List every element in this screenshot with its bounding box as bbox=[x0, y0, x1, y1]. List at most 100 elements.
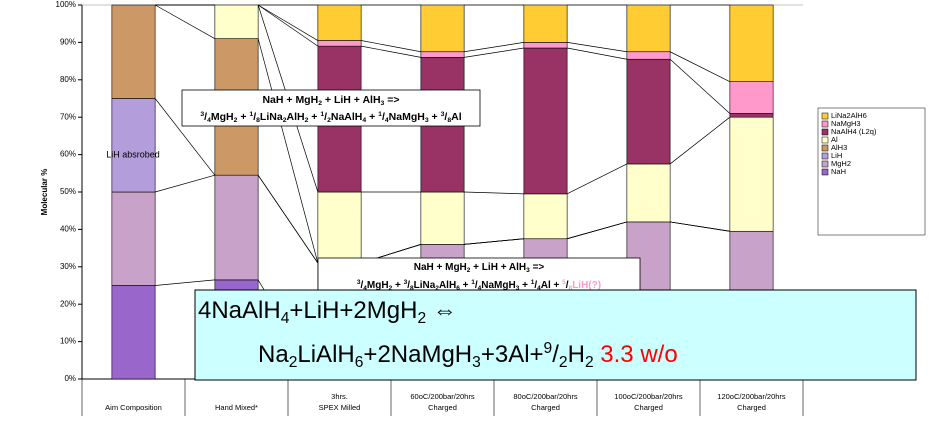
legend-label: LiNa2AlH6 bbox=[831, 111, 867, 120]
annotation-part: + LiH + AlH bbox=[322, 94, 381, 106]
annotation-part: NaMgH bbox=[481, 280, 515, 291]
series-connector bbox=[155, 174, 215, 193]
bar-segment bbox=[111, 191, 156, 286]
x-tick-label: SPEX Milled bbox=[319, 403, 361, 412]
bar-segment bbox=[626, 51, 671, 60]
legend-label: MgH2 bbox=[831, 159, 851, 168]
annotation-part: 2 bbox=[289, 354, 298, 371]
annotation-part: 3 bbox=[441, 111, 445, 118]
bar-segment bbox=[626, 163, 671, 223]
y-tick-label: 40% bbox=[60, 225, 76, 234]
annotation-part: 2 bbox=[318, 100, 322, 107]
annotation-part: / bbox=[407, 280, 410, 291]
series-connector bbox=[669, 116, 731, 165]
series-connector bbox=[464, 191, 524, 195]
series-connector bbox=[257, 38, 319, 264]
annotation-part: 3 bbox=[472, 354, 481, 371]
annotation-part: 3 bbox=[526, 267, 530, 274]
annotation-text: 3/4MgH2 + 3/8LiNa2AlH6 + 1/4NaMgH3 + 1/4… bbox=[357, 279, 601, 292]
annotation-part: Na bbox=[258, 341, 289, 368]
annotation-part: 2 bbox=[283, 117, 287, 124]
legend-swatch bbox=[821, 160, 829, 168]
series-connector bbox=[567, 221, 627, 240]
annotation-part: 5 bbox=[562, 279, 566, 286]
annotation-part: 2 bbox=[234, 117, 238, 124]
y-tick-label: 70% bbox=[60, 112, 76, 121]
annotation-part: 9 bbox=[544, 340, 553, 357]
annotation-part: 2 bbox=[585, 354, 594, 371]
annotation-label: LiH absrobed bbox=[106, 149, 160, 159]
legend-label: NaAlH4 (L2q) bbox=[831, 127, 877, 136]
x-tick-label: 100oC/200bar/20hrs bbox=[614, 392, 683, 401]
y-axis-label: Molecular % bbox=[40, 169, 49, 216]
annotation-part: 2 bbox=[417, 310, 426, 327]
series-connector bbox=[566, 163, 628, 195]
series-connector bbox=[567, 47, 627, 60]
annotation-part: LiNa bbox=[414, 280, 436, 291]
annotation-part: AlH bbox=[439, 280, 456, 291]
annotation-part: 6 bbox=[355, 354, 364, 371]
annotation-part: AlH bbox=[286, 111, 304, 123]
annotation-part: + bbox=[392, 280, 403, 291]
x-tick-label: 80oC/200bar/20hrs bbox=[513, 392, 577, 401]
annotation-text: Na2LiAlH6+2NaMgH3+3Al+9/2H2 3.3 w/o bbox=[258, 340, 678, 371]
legend-swatch bbox=[821, 136, 829, 144]
annotation-part: H bbox=[568, 341, 585, 368]
annotation-part: 2 bbox=[467, 267, 471, 274]
annotation-part: 2 bbox=[305, 117, 309, 124]
x-tick-label: Charged bbox=[737, 403, 766, 412]
y-tick-label: 30% bbox=[60, 262, 76, 271]
series-connector bbox=[257, 4, 319, 47]
legend-label: Al bbox=[831, 135, 838, 144]
annotation-part: / bbox=[566, 280, 569, 291]
annotation-part: NaH + MgH bbox=[414, 262, 467, 273]
x-tick-label: 3hrs. bbox=[331, 392, 348, 401]
annotation-part: + LiH + AlH bbox=[470, 262, 526, 273]
annotation-part: + bbox=[460, 280, 471, 291]
x-tick-label: Aim Composition bbox=[105, 403, 162, 412]
bar-segment bbox=[523, 193, 568, 240]
annotation-part: ⇔ bbox=[426, 297, 457, 324]
series-connector bbox=[361, 45, 421, 58]
series-connector bbox=[361, 40, 421, 53]
legend-swatch bbox=[821, 152, 829, 160]
annotation-part: Al bbox=[451, 111, 462, 123]
bar-segment bbox=[523, 42, 568, 49]
legend-swatch bbox=[821, 128, 829, 136]
x-tick-label: Charged bbox=[634, 403, 663, 412]
annotation-part: 2 bbox=[327, 117, 331, 124]
bar-segment bbox=[523, 4, 568, 43]
legend-label: LiH bbox=[831, 151, 842, 160]
annotation-part: => bbox=[384, 94, 399, 106]
y-tick-label: 50% bbox=[60, 187, 76, 196]
y-tick-label: 80% bbox=[60, 75, 76, 84]
annotation-part: / bbox=[475, 280, 478, 291]
series-connector bbox=[669, 51, 731, 82]
annotation-part: / bbox=[534, 280, 537, 291]
annotation-part: +2NaMgH bbox=[363, 341, 472, 368]
bar-segment bbox=[317, 4, 362, 41]
series-connector bbox=[669, 58, 731, 114]
annotation-part: 4 bbox=[385, 117, 389, 124]
annotation-part: 3 bbox=[357, 279, 361, 286]
annotation-part: 3 bbox=[425, 117, 429, 124]
x-tick-label: 120oC/200bar/20hrs bbox=[717, 392, 786, 401]
x-tick-label: 60oC/200bar/20hrs bbox=[410, 392, 474, 401]
annotation-part: 6 bbox=[456, 285, 460, 292]
y-tick-label: 90% bbox=[60, 38, 76, 47]
series-connector bbox=[257, 4, 319, 41]
series-connector bbox=[464, 47, 524, 58]
annotation-part: + bbox=[429, 111, 441, 123]
annotation-part: 1 bbox=[320, 111, 324, 118]
bar-segment bbox=[626, 4, 671, 53]
annotation-part: 8 bbox=[256, 117, 260, 124]
bar-segment bbox=[729, 116, 774, 232]
x-tick-label: Hand Mixed* bbox=[215, 403, 258, 412]
bar-segment bbox=[523, 47, 568, 195]
series-connector bbox=[567, 42, 627, 53]
annotation-part: 1 bbox=[531, 279, 535, 286]
annotation-part: 1 bbox=[471, 279, 475, 286]
annotation-part: => bbox=[530, 262, 545, 273]
annotation-part: 8 bbox=[569, 285, 573, 292]
